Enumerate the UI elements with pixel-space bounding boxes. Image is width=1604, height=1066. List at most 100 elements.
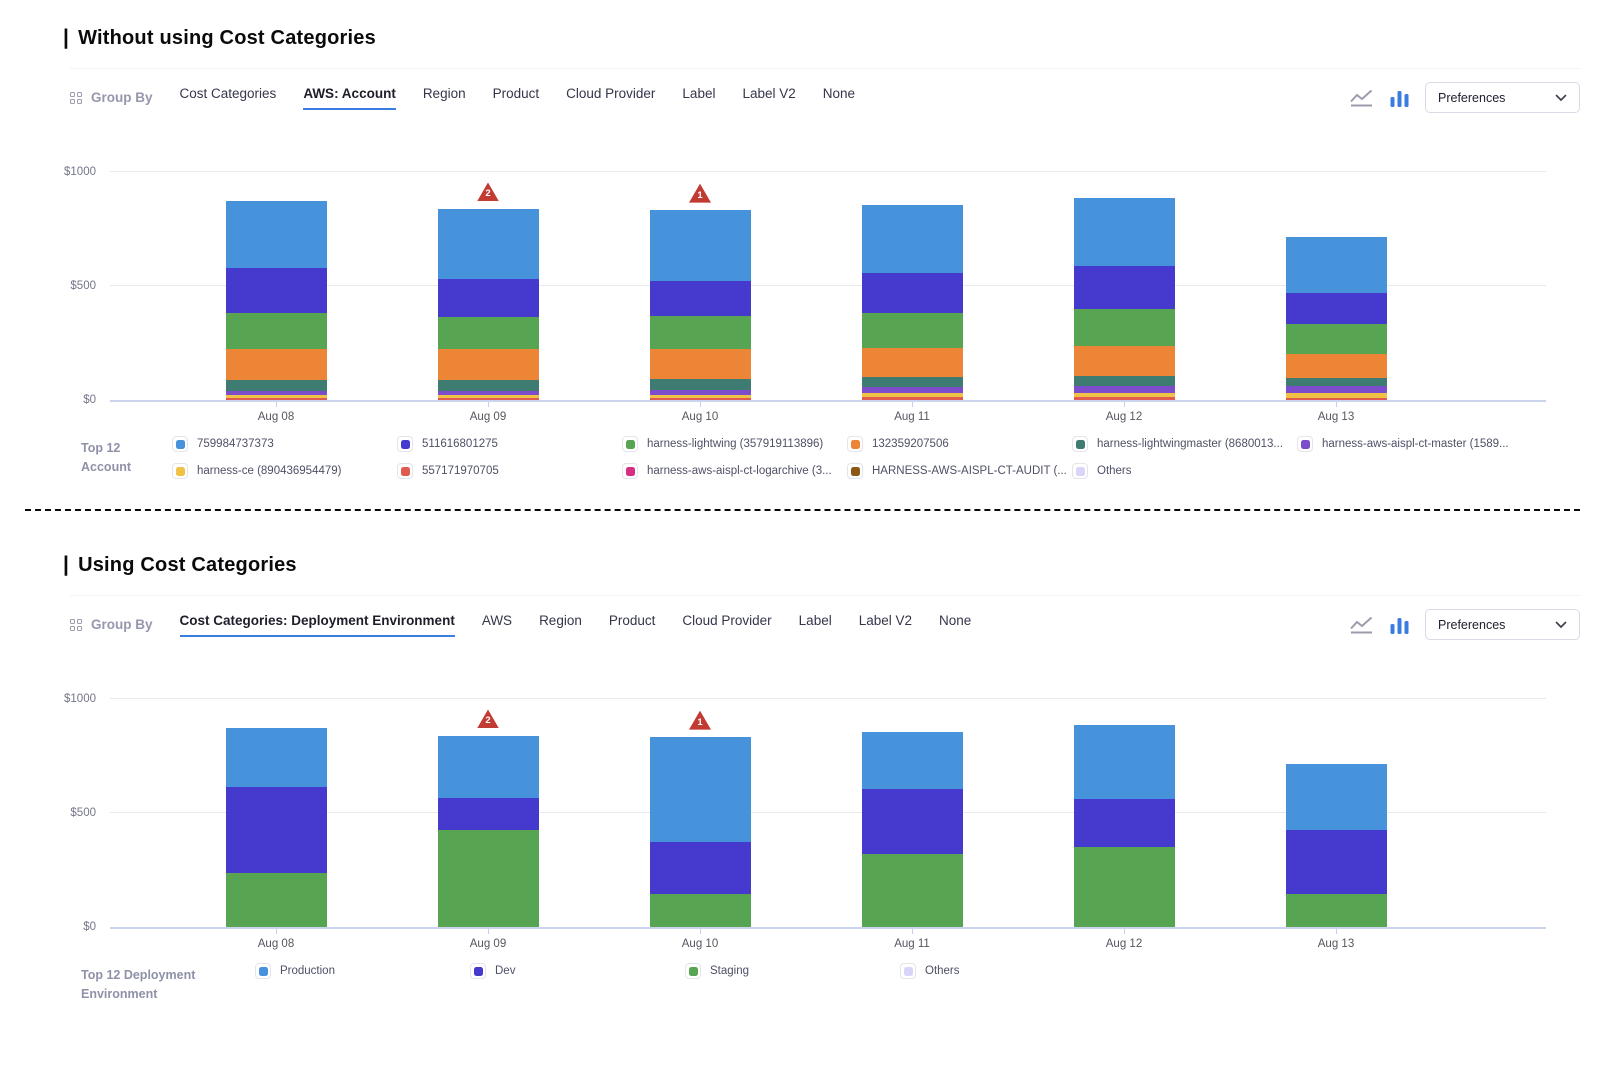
anomaly-badge[interactable]: 2 — [477, 709, 499, 729]
tab-product[interactable]: Product — [608, 612, 656, 628]
bar-segment-harness-ce-890436954479[interactable] — [437, 395, 539, 399]
bar-chart-icon[interactable] — [1389, 616, 1410, 634]
legend-item-harness-aws-aispl-ct-master-1589[interactable]: harness-aws-aispl-ct-master (1589... — [1297, 436, 1522, 452]
bar-segment-dev[interactable] — [649, 841, 751, 894]
tab-region[interactable]: Region — [539, 612, 582, 628]
stacked-bar-aug-13[interactable] — [1285, 237, 1387, 400]
bar-segment-dev[interactable] — [225, 786, 327, 874]
legend-item-others[interactable]: Others — [1072, 463, 1297, 479]
bar-segment-dev[interactable] — [1285, 830, 1387, 894]
bar-segment-557171970705[interactable] — [225, 397, 327, 400]
bar-segment-harness-lightwing-357919113896[interactable] — [437, 316, 539, 350]
stacked-bar-aug-08[interactable] — [225, 200, 327, 400]
line-chart-icon[interactable] — [1349, 616, 1374, 634]
bar-segment-production[interactable] — [1073, 725, 1175, 800]
bar-segment-production[interactable] — [437, 735, 539, 799]
bar-segment-759984737373[interactable] — [225, 200, 327, 268]
bar-segment-harness-ce-890436954479[interactable] — [861, 393, 963, 398]
bar-segment-132359207506[interactable] — [1285, 353, 1387, 378]
tab-cloud-provider[interactable]: Cloud Provider — [566, 85, 656, 101]
tab-cost-categories-deployment-environment[interactable]: Cost Categories: Deployment Environment — [179, 613, 455, 637]
bar-segment-dev[interactable] — [437, 798, 539, 831]
tab-cloud-provider[interactable]: Cloud Provider — [682, 612, 772, 628]
tab-none[interactable]: None — [822, 85, 856, 101]
legend-item-harness-aws-aispl-ct-audit[interactable]: HARNESS-AWS-AISPL-CT-AUDIT (... — [847, 463, 1072, 479]
bar-segment-harness-aws-aispl-ct-master-1589[interactable] — [225, 390, 327, 396]
anomaly-badge[interactable]: 1 — [689, 183, 711, 203]
bar-segment-dev[interactable] — [861, 789, 963, 855]
legend-item-132359207506[interactable]: 132359207506 — [847, 436, 1072, 452]
bar-segment-harness-lightwing-357919113896[interactable] — [1285, 324, 1387, 354]
bar-segment-harness-lightwing-357919113896[interactable] — [225, 313, 327, 349]
bar-segment-staging[interactable] — [437, 830, 539, 927]
bar-segment-staging[interactable] — [861, 854, 963, 927]
stacked-bar-aug-09[interactable] — [437, 735, 539, 927]
tab-region[interactable]: Region — [422, 85, 466, 101]
anomaly-badge[interactable]: 2 — [477, 182, 499, 202]
legend-item-others[interactable]: Others — [900, 963, 1115, 979]
bar-segment-harness-aws-aispl-ct-master-1589[interactable] — [437, 391, 539, 396]
bar-segment-harness-aws-aispl-ct-master-1589[interactable] — [1073, 386, 1175, 393]
bar-segment-harness-lightwingmaster-8680013[interactable] — [1073, 376, 1175, 387]
bar-segment-harness-aws-aispl-ct-master-1589[interactable] — [1285, 385, 1387, 393]
bar-segment-production[interactable] — [225, 727, 327, 787]
tab-none[interactable]: None — [939, 612, 972, 628]
bar-segment-557171970705[interactable] — [1073, 397, 1175, 400]
bar-segment-harness-ce-890436954479[interactable] — [1285, 392, 1387, 399]
bar-segment-511616801275[interactable] — [1285, 293, 1387, 325]
bar-segment-harness-lightwingmaster-8680013[interactable] — [225, 379, 327, 391]
preferences-button[interactable]: Preferences — [1425, 82, 1580, 113]
bar-segment-production[interactable] — [861, 732, 963, 790]
legend-item-dev[interactable]: Dev — [470, 963, 685, 979]
bar-chart-icon[interactable] — [1389, 89, 1410, 107]
bar-segment-557171970705[interactable] — [437, 398, 539, 400]
tab-label[interactable]: Label — [682, 85, 716, 101]
legend-item-harness-lightwingmaster-8680013[interactable]: harness-lightwingmaster (8680013... — [1072, 436, 1297, 452]
bar-segment-132359207506[interactable] — [649, 348, 751, 380]
bar-segment-511616801275[interactable] — [649, 280, 751, 317]
bar-segment-759984737373[interactable] — [861, 205, 963, 274]
tab-label[interactable]: Label — [798, 612, 832, 628]
stacked-bar-aug-12[interactable] — [1073, 725, 1175, 927]
stacked-bar-aug-11[interactable] — [861, 205, 963, 400]
tab-label-v2[interactable]: Label V2 — [742, 85, 796, 101]
bar-segment-harness-lightwingmaster-8680013[interactable] — [437, 380, 539, 392]
bar-segment-staging[interactable] — [1285, 893, 1387, 927]
legend-item-harness-ce-890436954479[interactable]: harness-ce (890436954479) — [172, 463, 397, 479]
bar-segment-harness-lightwing-357919113896[interactable] — [649, 316, 751, 349]
legend-item-759984737373[interactable]: 759984737373 — [172, 436, 397, 452]
legend-item-staging[interactable]: Staging — [685, 963, 900, 979]
bar-segment-harness-ce-890436954479[interactable] — [225, 395, 327, 398]
tab-aws-account[interactable]: AWS: Account — [303, 86, 396, 110]
bar-segment-harness-aws-aispl-ct-master-1589[interactable] — [861, 387, 963, 394]
legend-item-511616801275[interactable]: 511616801275 — [397, 436, 622, 452]
stacked-bar-aug-10[interactable] — [649, 209, 751, 400]
bar-segment-harness-aws-aispl-ct-master-1589[interactable] — [649, 390, 751, 395]
line-chart-icon[interactable] — [1349, 89, 1374, 107]
bar-segment-harness-ce-890436954479[interactable] — [649, 394, 751, 398]
anomaly-badge[interactable]: 1 — [689, 710, 711, 730]
legend-item-harness-lightwing-357919113896[interactable]: harness-lightwing (357919113896) — [622, 436, 847, 452]
bar-segment-557171970705[interactable] — [649, 397, 751, 400]
bar-segment-511616801275[interactable] — [437, 279, 539, 317]
tab-cost-categories[interactable]: Cost Categories — [179, 85, 277, 101]
legend-item-557171970705[interactable]: 557171970705 — [397, 463, 622, 479]
stacked-bar-aug-10[interactable] — [649, 736, 751, 927]
preferences-button[interactable]: Preferences — [1425, 609, 1580, 640]
bar-segment-harness-lightwing-357919113896[interactable] — [1073, 308, 1175, 346]
bar-segment-759984737373[interactable] — [1285, 237, 1387, 294]
bar-segment-132359207506[interactable] — [225, 348, 327, 380]
tab-product[interactable]: Product — [492, 85, 540, 101]
bar-segment-132359207506[interactable] — [1073, 345, 1175, 377]
bar-segment-759984737373[interactable] — [649, 209, 751, 281]
bar-segment-511616801275[interactable] — [225, 267, 327, 314]
bar-segment-harness-lightwingmaster-8680013[interactable] — [861, 376, 963, 388]
bar-segment-harness-lightwingmaster-8680013[interactable] — [649, 379, 751, 390]
bar-segment-staging[interactable] — [1073, 847, 1175, 927]
stacked-bar-aug-11[interactable] — [861, 732, 963, 927]
bar-segment-production[interactable] — [649, 736, 751, 842]
tab-label-v2[interactable]: Label V2 — [858, 612, 913, 628]
bar-segment-harness-lightwing-357919113896[interactable] — [861, 313, 963, 349]
stacked-bar-aug-13[interactable] — [1285, 764, 1387, 927]
bar-segment-harness-ce-890436954479[interactable] — [1073, 392, 1175, 398]
